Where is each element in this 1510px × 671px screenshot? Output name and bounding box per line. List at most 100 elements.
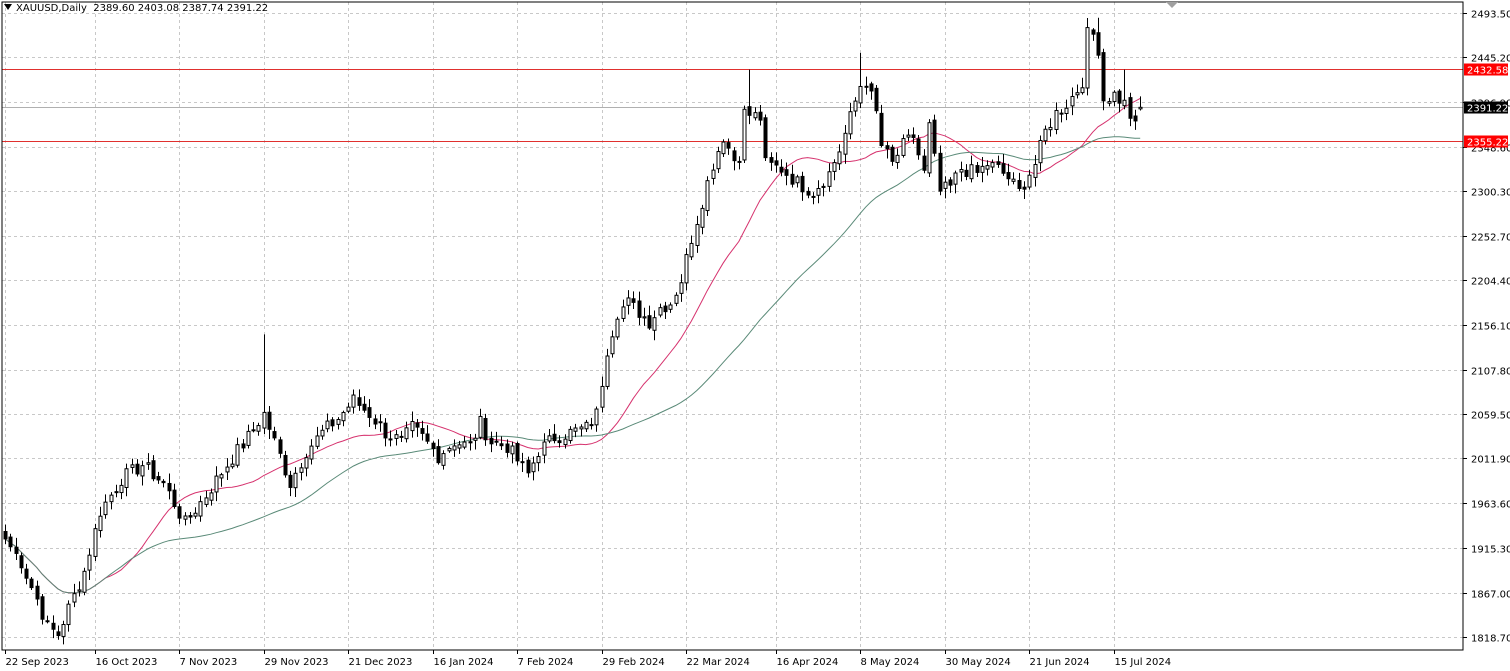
candle-body-up — [795, 176, 800, 184]
candle — [425, 425, 430, 444]
candle-body-down — [890, 146, 895, 162]
candle — [563, 434, 568, 449]
candle — [806, 187, 811, 199]
candle-body-down — [874, 87, 879, 112]
candle-body-down — [938, 152, 943, 192]
candle-body-up — [753, 112, 758, 119]
candle-body-up — [705, 180, 710, 212]
candle — [35, 580, 40, 606]
candle-body-up — [1054, 109, 1059, 130]
candle-body-up — [225, 466, 230, 473]
candle-body-up — [103, 501, 108, 516]
candle — [436, 439, 441, 465]
candle-body-down — [362, 403, 367, 411]
candle — [119, 478, 124, 500]
candle-body-up — [114, 491, 119, 494]
candle-body-up — [388, 438, 393, 441]
price-labels: 2432.58 2355.22 2391.22 — [1464, 63, 1508, 149]
candle-body-down — [35, 585, 40, 600]
candle-body-up — [832, 162, 837, 172]
candle — [573, 423, 578, 438]
candle — [56, 625, 61, 640]
candle — [172, 483, 177, 509]
date-tick-label: 7 Feb 2024 — [518, 657, 574, 667]
candle-body-up — [87, 554, 92, 571]
candle-body-up — [542, 441, 547, 456]
candle — [77, 581, 82, 597]
candle — [874, 85, 879, 114]
candle-body-down — [779, 166, 784, 173]
candle-body-up — [1033, 163, 1038, 178]
date-tick-label: 30 May 2024 — [946, 657, 1011, 667]
candle-body-down — [425, 433, 430, 442]
candle — [351, 389, 356, 414]
date-tick-label: 21 Dec 2023 — [349, 657, 413, 667]
candle-body-up — [130, 464, 135, 468]
candle — [1064, 99, 1069, 121]
candle-body-up — [1064, 107, 1069, 114]
candle-body-up — [124, 468, 129, 488]
candle — [943, 176, 948, 199]
level-label: 2432.58 — [1467, 66, 1508, 77]
candle — [494, 431, 499, 446]
candle — [256, 422, 261, 436]
candle-body-up — [251, 429, 256, 432]
candle — [531, 456, 536, 481]
candle — [922, 149, 927, 174]
candle — [1022, 181, 1027, 199]
candle-body-down — [415, 422, 420, 428]
candle — [885, 141, 890, 159]
candle — [879, 104, 884, 148]
candle — [1075, 84, 1080, 99]
candle-body-down — [161, 480, 166, 484]
candle-body-up — [447, 447, 452, 452]
candle — [29, 577, 34, 590]
candle — [288, 470, 293, 497]
candle-body-down — [526, 459, 531, 474]
candle-body-down — [489, 437, 494, 445]
candle — [1080, 77, 1085, 95]
candle-body-up — [1038, 140, 1043, 164]
candle-body-up — [1122, 99, 1127, 107]
candle — [615, 316, 620, 340]
candle-body-up — [1070, 95, 1075, 107]
candle-body-up — [536, 456, 541, 464]
candle — [1054, 102, 1059, 135]
candle — [151, 455, 156, 482]
candle — [489, 431, 494, 453]
candle-body-down — [241, 443, 246, 449]
candle-body-down — [151, 460, 156, 480]
chart-menu-triangle-icon[interactable] — [4, 4, 12, 10]
candle — [388, 430, 393, 447]
candle — [827, 163, 832, 192]
candle — [320, 424, 325, 440]
candle-body-up — [531, 462, 536, 473]
candle — [325, 413, 330, 433]
candle-body-up — [679, 282, 684, 294]
candle-body-up — [315, 435, 320, 447]
candle — [848, 102, 853, 140]
candle-body-down — [589, 424, 594, 427]
candle — [14, 537, 19, 561]
candle-body-down — [885, 145, 890, 150]
candle-body-down — [1133, 115, 1138, 122]
candle — [589, 417, 594, 430]
chart-shift-marker-icon[interactable] — [1166, 2, 1178, 8]
candle-body-up — [219, 474, 224, 479]
candle — [19, 552, 24, 574]
candle — [1138, 96, 1143, 111]
price-tick-label: 2204.40 — [1471, 277, 1510, 288]
candle-body-down — [156, 476, 161, 481]
candle-body-up — [109, 494, 114, 503]
candle-body-up — [98, 515, 103, 532]
candle-body-down — [964, 169, 969, 177]
candle-body-up — [262, 411, 267, 429]
candle-body-up — [821, 185, 826, 188]
candle-body-up — [341, 411, 346, 422]
candle — [304, 453, 309, 477]
candle — [156, 471, 161, 484]
candle — [668, 302, 673, 313]
candle — [315, 426, 320, 450]
candle-body-up — [610, 336, 615, 355]
